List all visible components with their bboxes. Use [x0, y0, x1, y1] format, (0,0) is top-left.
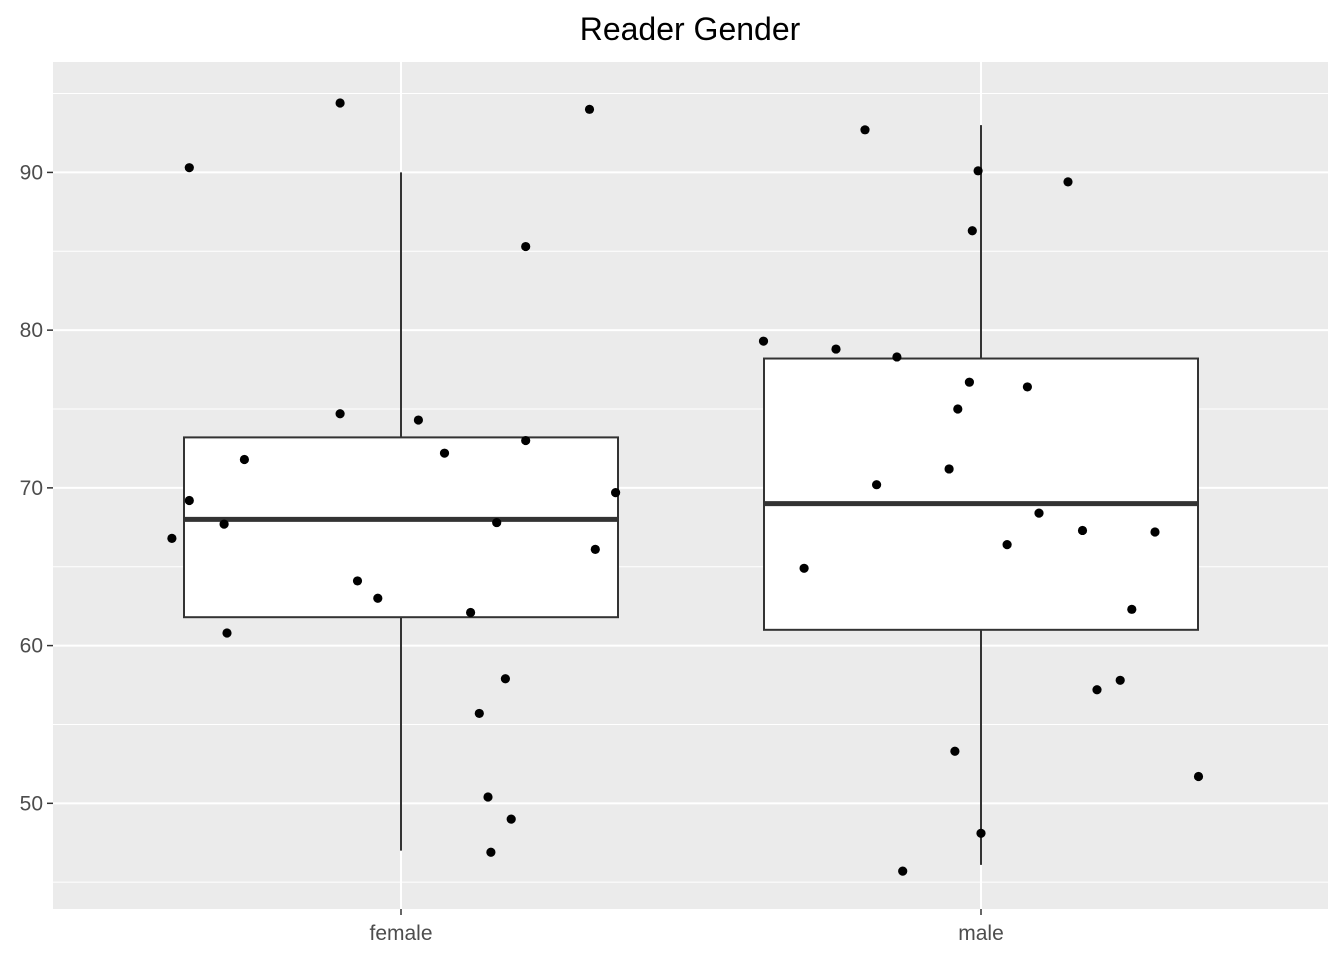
data-point [953, 404, 963, 414]
data-point [1115, 675, 1125, 685]
data-point [1034, 508, 1044, 518]
data-point [486, 847, 496, 857]
data-point [222, 628, 232, 638]
y-tick-label: 90 [20, 161, 43, 184]
data-point [483, 792, 493, 802]
chart-title: Reader Gender [580, 11, 801, 47]
data-point [184, 163, 194, 173]
data-point [167, 533, 177, 543]
data-point [944, 464, 954, 474]
data-point [964, 377, 975, 387]
data-point [950, 746, 960, 756]
data-point [239, 454, 249, 465]
data-point [1022, 382, 1032, 392]
jitter-points [167, 98, 1204, 876]
data-point [521, 241, 531, 252]
data-point [1002, 540, 1012, 550]
data-point [413, 415, 423, 425]
y-tick-label: 70 [20, 477, 43, 500]
data-point [506, 814, 516, 824]
data-point [492, 517, 502, 528]
data-point [1127, 604, 1137, 614]
data-point [590, 544, 600, 554]
x-axis: female male [369, 909, 1004, 945]
data-point [1092, 685, 1102, 695]
box-female [183, 436, 619, 619]
data-point [500, 674, 510, 684]
data-point [967, 226, 977, 236]
data-point [892, 352, 902, 362]
boxplots [183, 125, 1199, 865]
data-point [184, 495, 194, 506]
data-point [973, 166, 983, 176]
x-tick-label: male [958, 922, 1004, 945]
data-point [831, 344, 841, 354]
data-point [335, 409, 345, 419]
y-tick-label: 50 [20, 792, 43, 815]
data-point [335, 98, 345, 108]
data-point [1077, 525, 1088, 536]
data-point [898, 866, 908, 876]
data-point [521, 435, 531, 446]
y-tick-label: 80 [20, 319, 43, 342]
data-point [439, 448, 450, 458]
data-point [872, 480, 882, 490]
data-point [373, 593, 383, 603]
data-point [466, 607, 476, 618]
data-point [799, 563, 809, 573]
data-point [611, 487, 621, 498]
data-point [584, 104, 595, 114]
box-male [763, 357, 1199, 631]
data-point [860, 125, 870, 135]
data-point [1193, 771, 1204, 782]
y-tick-label: 60 [20, 635, 43, 658]
data-point [219, 519, 229, 529]
data-point [976, 828, 986, 838]
data-point [352, 576, 363, 586]
data-point [1150, 527, 1160, 537]
x-tick-label: female [369, 922, 432, 945]
data-point [1063, 177, 1073, 187]
data-point [758, 336, 769, 346]
data-point [474, 708, 484, 719]
y-axis: 50 60 70 80 90 [20, 161, 53, 815]
